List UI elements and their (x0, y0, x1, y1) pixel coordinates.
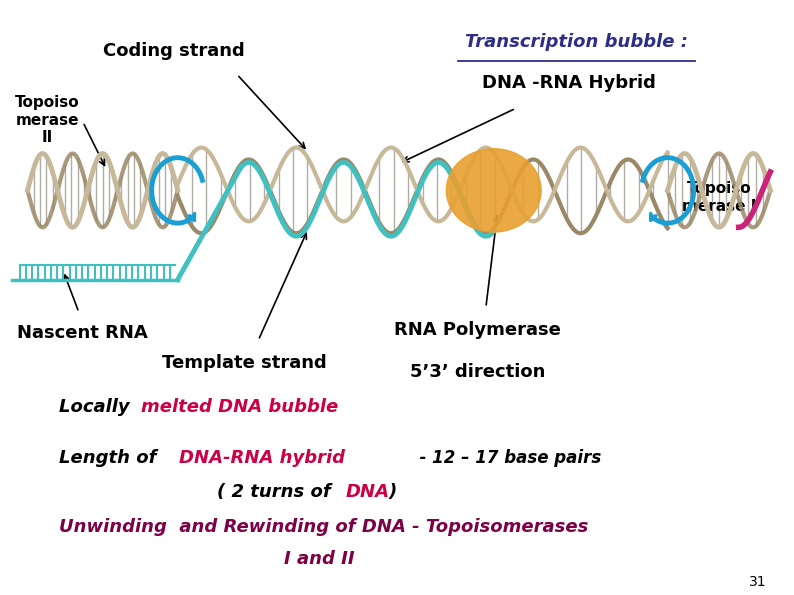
Text: I and II: I and II (284, 550, 355, 568)
Text: Transcription bubble :: Transcription bubble : (465, 33, 688, 51)
Ellipse shape (446, 149, 542, 232)
Text: Nascent RNA: Nascent RNA (17, 324, 148, 342)
Text: melted DNA bubble: melted DNA bubble (141, 399, 338, 416)
Text: - 12 – 17 base pairs: - 12 – 17 base pairs (408, 449, 602, 467)
Text: Length of: Length of (59, 449, 163, 467)
Text: Unwinding  and Rewinding of DNA - Topoisomerases: Unwinding and Rewinding of DNA - Topoiso… (59, 518, 588, 536)
Text: DNA: DNA (345, 483, 389, 501)
Text: Coding strand: Coding strand (103, 42, 245, 60)
Text: ( 2 turns of: ( 2 turns of (218, 483, 337, 501)
Text: Template strand: Template strand (163, 354, 327, 372)
Text: Topoiso
merase I: Topoiso merase I (682, 181, 756, 214)
Text: DNA -RNA Hybrid: DNA -RNA Hybrid (482, 74, 656, 92)
Text: ): ) (388, 483, 397, 501)
Text: 5’3’ direction: 5’3’ direction (410, 363, 545, 381)
Text: DNA-RNA hybrid: DNA-RNA hybrid (179, 449, 345, 467)
Text: 31: 31 (749, 575, 766, 589)
Text: RNA Polymerase: RNA Polymerase (395, 321, 561, 339)
Text: Locally: Locally (59, 399, 136, 416)
Text: Topoiso
merase
II: Topoiso merase II (15, 95, 79, 145)
